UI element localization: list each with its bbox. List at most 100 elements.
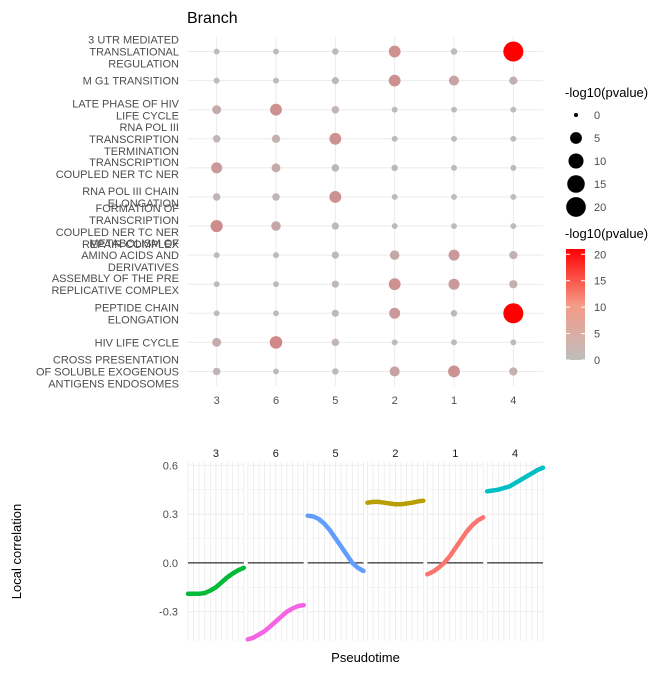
dot-point	[391, 223, 398, 230]
size-legend-label: 10	[594, 156, 606, 168]
dot-point	[213, 77, 220, 84]
dot-point	[510, 106, 517, 113]
dot-point	[391, 135, 398, 142]
dot-point	[389, 366, 400, 377]
y-tick-label: 0.0	[163, 558, 178, 570]
dot-point	[510, 193, 517, 200]
row-label: COUPLED NER TC NER	[56, 169, 179, 181]
dot-point	[509, 367, 518, 376]
color-legend-label: 0	[594, 355, 600, 367]
dot-point	[451, 135, 457, 142]
row-label: ELONGATION	[108, 198, 179, 210]
dot-point	[510, 339, 517, 346]
row-label: HIV LIFE CYCLE	[95, 337, 179, 349]
row-label: LIFE CYCLE	[116, 111, 179, 123]
size-legend-label: 0	[594, 110, 600, 122]
row-label: ANTIGENS ENDOSOMES	[48, 378, 179, 390]
row-label: DERIVATIVES	[108, 262, 179, 274]
series-line	[425, 515, 486, 577]
row-label: TERMINATION	[104, 146, 179, 158]
facet-strip-label: 5	[333, 448, 339, 460]
row-label: LATE PHASE OF HIV	[72, 99, 179, 111]
dot-point	[451, 193, 457, 200]
dot-point	[389, 250, 400, 260]
row-label: RNA POL III	[119, 122, 179, 134]
row-label: M G1 TRANSITION	[83, 76, 179, 88]
series-line	[245, 602, 306, 642]
dot-point	[270, 103, 282, 116]
dot-point	[391, 339, 398, 346]
dot-point	[388, 74, 401, 87]
dot-point	[450, 310, 458, 317]
dot-point	[269, 336, 283, 349]
x-tick-label: 5	[332, 395, 338, 407]
chart-title: Branch	[187, 10, 238, 27]
dot-point	[332, 48, 339, 55]
dot-point	[213, 48, 220, 55]
x-axis-title: Pseudotime	[331, 650, 400, 665]
size-legend-key	[566, 197, 586, 217]
facet-strip-label: 1	[452, 448, 458, 460]
dot-point	[210, 219, 223, 233]
y-tick-label: 0.3	[163, 509, 178, 521]
dot-point	[273, 77, 279, 84]
dot-point	[212, 337, 222, 347]
dot-point	[271, 221, 281, 231]
y-axis-title: Local correlation	[9, 504, 24, 599]
dot-point	[331, 105, 340, 114]
color-legend-label: 5	[594, 329, 600, 341]
x-tick-label: 2	[392, 395, 398, 407]
dot-point	[332, 368, 339, 375]
color-legend-bar	[566, 249, 585, 360]
dot-point	[448, 278, 460, 290]
dot-point	[213, 310, 220, 317]
size-legend-key	[568, 153, 584, 169]
dot-point	[389, 307, 401, 319]
size-legend-label: 5	[594, 133, 600, 145]
dot-point	[448, 75, 460, 86]
size-legend-key	[570, 132, 582, 144]
dot-point	[451, 223, 457, 230]
dot-point	[331, 164, 340, 172]
dot-point	[271, 163, 281, 173]
facet-strip-label: 2	[392, 448, 398, 460]
dot-point	[331, 251, 339, 259]
dot-point	[510, 164, 517, 171]
dot-point	[450, 48, 458, 55]
dot-plot-panel: Branch 3 UTR MEDIATEDTRANSLATIONALREGULAT…	[36, 10, 543, 407]
dot-point	[451, 106, 457, 113]
row-label: RNA POL III CHAIN	[82, 186, 179, 198]
dot-point	[391, 193, 398, 200]
x-tick-label: 1	[451, 395, 457, 407]
x-tick-label: 6	[273, 395, 279, 407]
dot-point	[273, 310, 279, 317]
dot-point	[331, 280, 339, 288]
color-legend-label: 15	[594, 276, 606, 288]
dot-point	[273, 48, 279, 55]
dot-point	[273, 252, 279, 259]
color-legend: -log10(pvalue) 0 5 10 15 20	[565, 226, 648, 367]
dot-point	[451, 164, 457, 171]
dot-point	[272, 193, 280, 201]
dot-point	[509, 76, 518, 85]
dot-point	[509, 250, 518, 260]
dot-point	[212, 105, 222, 115]
dot-point	[391, 106, 398, 113]
y-tick-label: -0.3	[159, 607, 178, 619]
dot-point	[212, 367, 221, 376]
dot-point	[271, 134, 281, 143]
color-legend-title: -log10(pvalue)	[565, 226, 648, 241]
x-tick-label: 3	[214, 395, 220, 407]
facet-strip-label: 4	[512, 448, 518, 460]
row-label: ASSEMBLY OF THE PRE	[52, 273, 179, 285]
row-label: TRANSCRIPTION	[89, 215, 179, 227]
facet-strip-label: 6	[273, 448, 279, 460]
series-line	[185, 565, 247, 597]
dot-point	[509, 280, 518, 289]
color-legend-label: 20	[594, 249, 606, 261]
dot-point	[448, 365, 460, 378]
row-label: REPAIR COMPLEX	[82, 239, 180, 251]
dot-point	[388, 278, 401, 291]
row-label: FORMATION OF	[95, 203, 179, 215]
